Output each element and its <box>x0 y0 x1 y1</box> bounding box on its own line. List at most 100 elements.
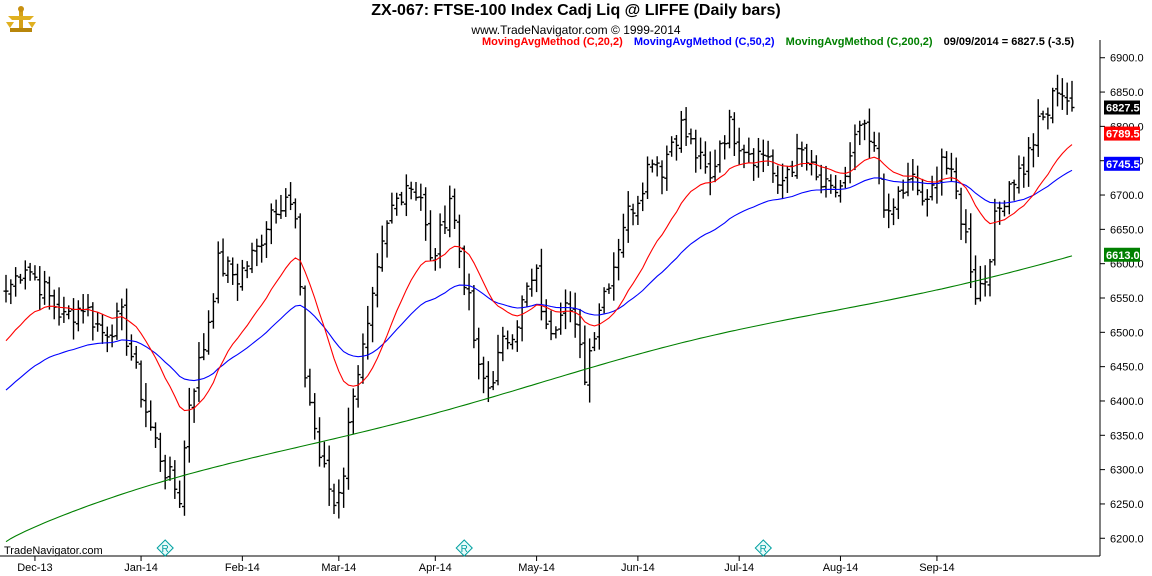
price-bar <box>654 156 660 177</box>
x-tick-label: Mar-14 <box>321 562 356 574</box>
price-bar <box>895 186 901 220</box>
svg-text:6827.5: 6827.5 <box>1106 103 1140 115</box>
price-bar <box>413 181 419 201</box>
price-bar <box>953 157 959 200</box>
price-bar <box>587 338 593 403</box>
price-bar <box>866 108 872 158</box>
price-bar <box>751 148 757 181</box>
price-bar <box>71 298 77 340</box>
price-bar <box>403 174 409 217</box>
price-bar <box>384 220 390 258</box>
price-bar <box>924 189 930 217</box>
price-bar <box>833 175 839 198</box>
svg-text:6789.5: 6789.5 <box>1106 129 1140 141</box>
price-bar <box>196 342 202 402</box>
price-bar <box>157 432 163 472</box>
price-bar <box>717 140 723 173</box>
rollover-marker-icon: R <box>156 539 174 557</box>
price-bar <box>341 467 347 508</box>
price-bar <box>321 441 327 468</box>
price-bar <box>345 407 351 490</box>
svg-text:6613.0: 6613.0 <box>1106 250 1140 262</box>
price-bar <box>736 127 742 165</box>
price-bar <box>620 213 626 258</box>
price-bar <box>891 198 897 226</box>
price-bar <box>871 131 877 152</box>
price-bar <box>46 276 52 310</box>
price-bar <box>775 165 781 194</box>
price-bar <box>1040 110 1046 121</box>
price-bar <box>722 135 728 160</box>
price-bar <box>331 483 337 515</box>
price-bar <box>804 143 810 171</box>
price-bar <box>712 149 718 183</box>
price-bar <box>32 265 38 281</box>
price-bar <box>1050 87 1056 124</box>
price-bar <box>128 334 134 361</box>
price-bar <box>727 109 733 149</box>
price-bar <box>625 191 631 243</box>
price-bar <box>370 286 376 343</box>
price-bar <box>447 185 453 238</box>
price-bar <box>427 210 433 261</box>
price-bar <box>968 213 974 289</box>
price-bar <box>191 388 197 423</box>
ma50-line <box>5 169 1073 391</box>
price-bar <box>99 313 105 344</box>
price-bar <box>1011 179 1017 201</box>
x-axis: Dec-13 Jan-14 Feb-14 Mar-14 Apr-14 May-14 Jun-… <box>17 539 955 574</box>
price-bar <box>1030 133 1036 168</box>
price-bar <box>3 274 9 303</box>
price-bar <box>51 289 57 320</box>
price-bar <box>514 320 520 352</box>
price-bar <box>350 388 356 435</box>
price-bar <box>408 181 414 200</box>
price-tag: 6745.5 <box>1104 156 1140 171</box>
price-bar <box>336 479 342 519</box>
price-bar <box>669 136 675 157</box>
price-bar <box>259 234 265 263</box>
price-bar <box>794 133 800 179</box>
price-bar <box>519 295 525 342</box>
price-bar <box>765 140 771 166</box>
price-bar <box>780 163 786 200</box>
y-tick-label: 6200.0 <box>1110 533 1144 545</box>
price-bar <box>423 187 429 241</box>
price-bar <box>437 213 443 269</box>
x-tick-label: Jul-14 <box>724 562 754 574</box>
ma20-line <box>5 144 1073 412</box>
price-bar <box>442 205 448 235</box>
price-bar <box>524 282 530 308</box>
price-bar <box>172 460 178 499</box>
price-bar <box>799 141 805 167</box>
price-bar <box>389 192 395 224</box>
price-bar <box>278 194 284 219</box>
price-bar <box>548 310 554 341</box>
price-tag: 6789.5 <box>1104 126 1140 141</box>
price-bar <box>534 264 540 293</box>
price-bar <box>162 454 168 490</box>
price-bar <box>881 173 887 218</box>
price-bar <box>85 294 91 317</box>
y-tick-label: 6900.0 <box>1110 53 1144 65</box>
price-bar <box>133 345 139 369</box>
price-bar <box>307 368 313 406</box>
price-bar <box>572 292 578 338</box>
price-bar <box>857 120 863 146</box>
price-bar <box>1055 74 1061 107</box>
trade-navigator-logo-icon <box>4 6 38 34</box>
price-bar <box>8 279 14 305</box>
price-bar <box>1021 156 1027 188</box>
price-bar <box>698 137 704 170</box>
price-bar <box>635 195 641 226</box>
price-bar <box>505 330 511 350</box>
price-bar <box>862 119 868 141</box>
price-bar <box>244 261 250 279</box>
svg-text:R: R <box>162 544 169 555</box>
price-bar <box>1059 78 1065 110</box>
price-bar <box>355 365 361 408</box>
price-bar <box>538 248 544 321</box>
y-tick-label: 6700.0 <box>1110 190 1144 202</box>
price-bar <box>239 259 245 291</box>
price-bar <box>268 203 274 245</box>
